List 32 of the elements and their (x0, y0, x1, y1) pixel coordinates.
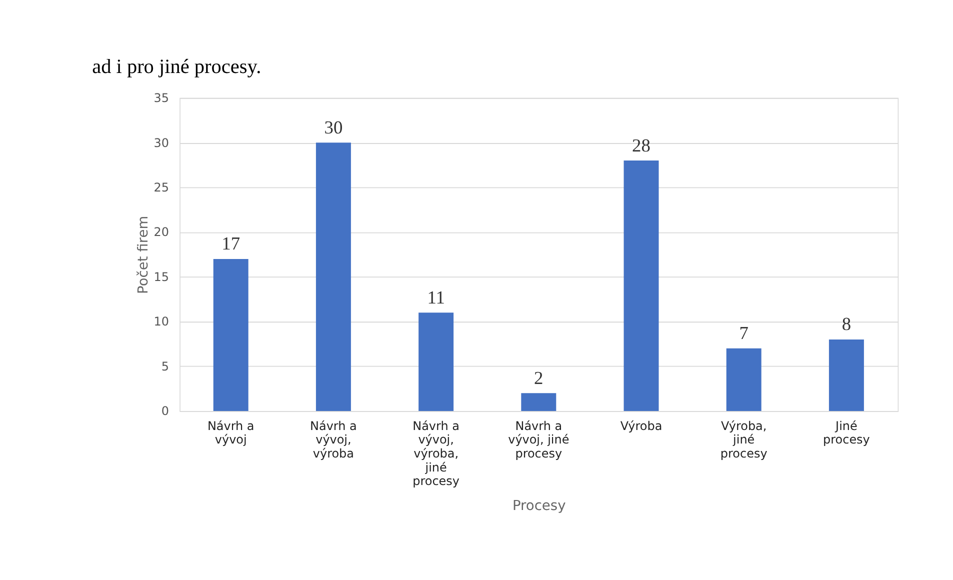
text: ad i pro jiné procesy. (92, 56, 262, 78)
x-tick-label: Jiné procesy (823, 418, 870, 447)
bar (828, 339, 864, 411)
bar (521, 393, 556, 411)
data-label: 30 (324, 117, 343, 138)
y-tick-label: 15 (154, 270, 169, 284)
bar (418, 312, 454, 411)
data-label: 8 (842, 314, 852, 334)
y-tick-label: 20 (154, 225, 169, 240)
x-tick-label: Návrh a vývoj, jiné procesy (508, 418, 570, 460)
x-tick-label: Výroba, jiné procesy (720, 418, 768, 460)
x-tick-label: Návrh a vývoj, výroba (310, 418, 357, 460)
data-label: 17 (222, 234, 240, 254)
y-tick-label: 35 (154, 91, 169, 106)
y-axis-title: Počet firem (135, 216, 152, 294)
data-label: 28 (632, 135, 650, 156)
y-tick-label: 25 (154, 180, 169, 195)
x-tick-label: Návrh a vývoj (207, 418, 254, 447)
bar (316, 142, 351, 411)
x-tick-label: Návrh a vývoj, výroba, jiné procesy (412, 418, 460, 488)
x-axis-title: Procesy (512, 498, 566, 514)
bar (624, 160, 659, 411)
y-tick-label: 30 (154, 136, 169, 150)
y-tick-label: 10 (154, 314, 169, 329)
y-tick-label: 0 (161, 404, 169, 418)
y-tick-label: 5 (161, 359, 169, 374)
data-label: 11 (427, 287, 445, 308)
bar (726, 348, 762, 411)
bar (213, 258, 248, 411)
data-label: 7 (739, 323, 748, 344)
x-tick-label: Výroba (620, 418, 662, 433)
data-label: 2 (534, 368, 544, 388)
